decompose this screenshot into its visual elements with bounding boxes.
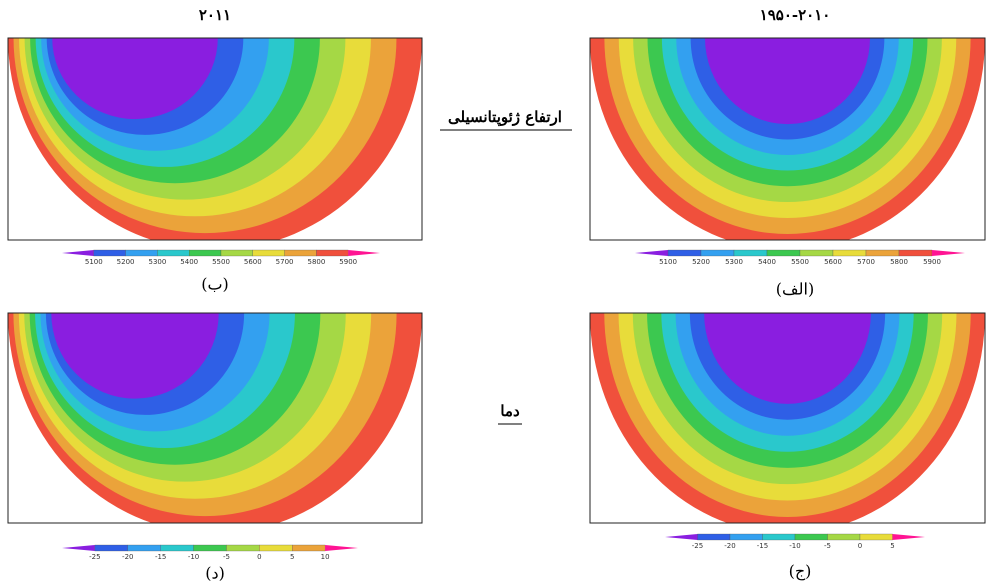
colorbar-box: [697, 533, 731, 541]
colorbar-label: -25: [89, 553, 100, 561]
colorbar-box: [799, 249, 834, 257]
colorbar-box: [193, 544, 227, 552]
colorbar-arrow: [325, 545, 358, 551]
colorbar-box: [160, 544, 194, 552]
colorbar-box: [189, 249, 222, 257]
contour-band: [51, 313, 219, 399]
contour-band: [704, 313, 871, 404]
colorbar-label: 5900: [339, 258, 357, 266]
panel-title: ۱۹۵۰-۲۰۱۰: [760, 6, 831, 24]
colorbar-label: -20: [122, 553, 133, 561]
colorbar-label: 0: [257, 553, 261, 561]
colorbar-box: [259, 544, 293, 552]
colorbar-box: [94, 544, 128, 552]
colorbar-label: 5: [290, 553, 294, 561]
colorbar-arrow: [62, 545, 95, 551]
colorbar-box: [127, 544, 161, 552]
colorbar-box: [898, 249, 933, 257]
colorbar-label: -5: [223, 553, 230, 561]
colorbar-box: [252, 249, 285, 257]
caption: (ب): [201, 275, 229, 294]
colorbar-label: 5400: [758, 258, 776, 266]
colorbar-label: -25: [692, 542, 703, 550]
colorbar-label: 5300: [148, 258, 166, 266]
colorbar-label: 5300: [725, 258, 743, 266]
colorbar-arrow: [665, 534, 698, 540]
map: [8, 38, 422, 240]
colorbar-arrow: [635, 250, 668, 256]
colorbar-box: [832, 249, 867, 257]
colorbar-box: [827, 533, 861, 541]
colorbar-box: [729, 533, 763, 541]
colorbar-label: 5: [890, 542, 894, 550]
caption: (د): [205, 564, 225, 583]
colorbar-label: -10: [188, 553, 199, 561]
colorbar-label: 5200: [692, 258, 710, 266]
colorbar-box: [125, 249, 158, 257]
colorbar-box: [762, 533, 796, 541]
colorbar-label: 0: [858, 542, 862, 550]
colorbar-label: 5600: [824, 258, 842, 266]
colorbar-box: [93, 249, 126, 257]
colorbar-label: -20: [724, 542, 735, 550]
row-label: دما: [500, 402, 520, 420]
colorbar-label: 5500: [212, 258, 230, 266]
colorbar-label: 5100: [659, 258, 677, 266]
map-frame: [589, 312, 986, 524]
colorbar-label: -15: [155, 553, 166, 561]
colorbar-box: [766, 249, 801, 257]
colorbar-label: 5500: [791, 258, 809, 266]
contour-band: [705, 38, 870, 125]
map: [8, 313, 422, 523]
panel-title: ۲۰۱۱: [199, 6, 231, 24]
colorbar-box: [700, 249, 735, 257]
colorbar-box: [859, 533, 893, 541]
colorbar-label: 5800: [890, 258, 908, 266]
colorbar-arrow: [348, 250, 380, 256]
colorbar-label: 10: [321, 553, 330, 561]
colorbar-label: 5800: [307, 258, 325, 266]
colorbar-label: 5100: [85, 258, 103, 266]
colorbar-box: [292, 544, 326, 552]
map: [590, 38, 985, 240]
colorbar-arrow: [892, 534, 925, 540]
colorbar-label: 5200: [117, 258, 135, 266]
map: [590, 313, 985, 523]
colorbar-box: [220, 249, 253, 257]
colorbar-label: 5900: [923, 258, 941, 266]
colorbar-label: -15: [757, 542, 768, 550]
colorbar-box: [284, 249, 317, 257]
colorbar-box: [157, 249, 190, 257]
colorbar-label: 5600: [244, 258, 262, 266]
colorbar-box: [794, 533, 828, 541]
colorbar-label: -5: [824, 542, 831, 550]
colorbar-label: 5700: [857, 258, 875, 266]
colorbar-box: [865, 249, 900, 257]
colorbar-label: 5700: [276, 258, 294, 266]
contour-band: [52, 38, 218, 120]
colorbar-label: 5400: [180, 258, 198, 266]
row-label: ارتفاع ژئوپتانسیلی: [448, 108, 562, 127]
colorbar-box: [316, 249, 349, 257]
caption: (ج): [789, 562, 812, 581]
map-frame: [7, 37, 423, 241]
colorbar-arrow: [932, 250, 965, 256]
map-frame: [589, 37, 986, 241]
colorbar-arrow: [62, 250, 94, 256]
colorbar-box: [226, 544, 260, 552]
map-frame: [7, 312, 423, 524]
colorbar-label: -10: [789, 542, 800, 550]
colorbar-box: [667, 249, 702, 257]
colorbar-box: [733, 249, 768, 257]
caption: (الف): [776, 280, 814, 299]
